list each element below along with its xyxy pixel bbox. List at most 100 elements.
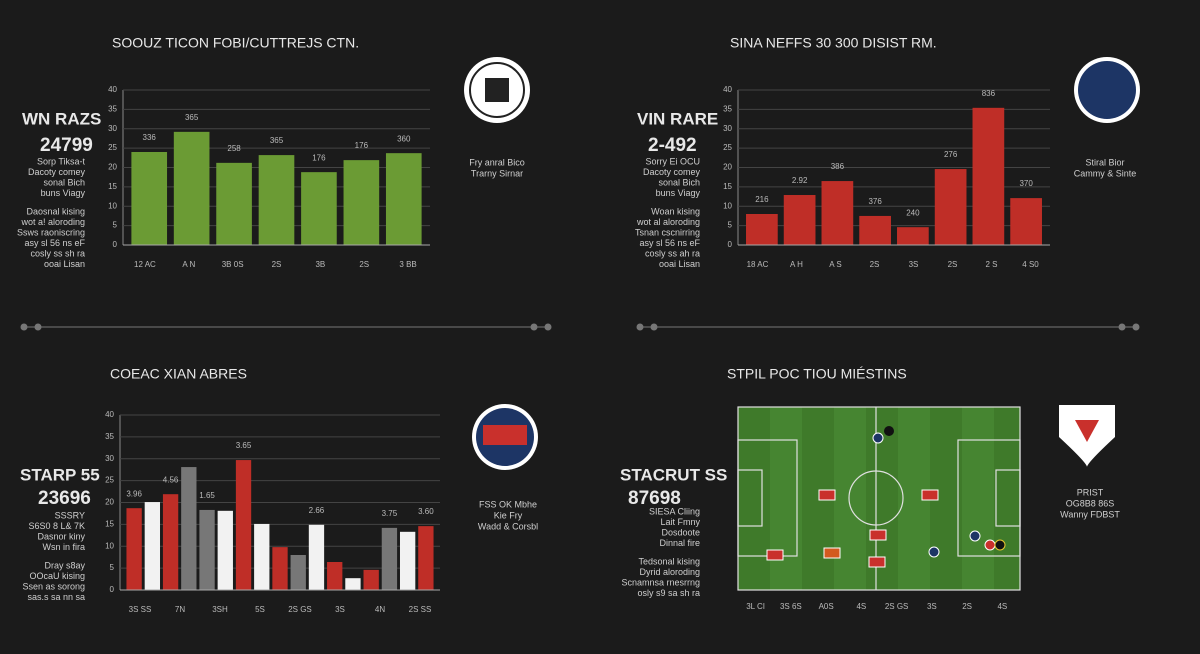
- bar-label: 336: [143, 133, 157, 142]
- divider-dot: [34, 323, 42, 331]
- x-tick-label: 2S: [948, 260, 958, 269]
- note: wot a! aloroding: [20, 217, 85, 227]
- pitch-stripe: [834, 407, 866, 590]
- bar: [897, 227, 929, 245]
- x-tick-label: 3B 0S: [222, 260, 244, 269]
- bar-label: 2.66: [309, 506, 325, 515]
- bar-label: 2.92: [792, 176, 808, 185]
- x-tick-label: 18 AC: [747, 260, 769, 269]
- player: [869, 529, 887, 541]
- bar-label: 836: [982, 89, 996, 98]
- y-tick-label: 15: [723, 182, 732, 191]
- pitch-label: 4S: [997, 602, 1007, 611]
- x-tick-label: 2S: [870, 260, 880, 269]
- y-tick-label: 35: [105, 432, 114, 441]
- stat-label: VIN RARE: [637, 109, 718, 128]
- stat-label: STARP 55: [20, 465, 100, 484]
- player: [766, 549, 784, 561]
- y-tick-label: 35: [108, 104, 117, 113]
- bar: [859, 215, 891, 245]
- stat-label: STACRUT SS: [620, 465, 727, 484]
- player: [984, 539, 996, 551]
- divider-dot: [1118, 323, 1126, 331]
- stat-value: 2-492: [648, 135, 697, 156]
- bar-label: 276: [944, 150, 958, 159]
- x-tick-label: 3S: [335, 605, 345, 614]
- bar-label: 3.75: [382, 509, 398, 518]
- ball: [884, 426, 894, 436]
- y-tick-label: 0: [113, 240, 118, 249]
- player: [818, 489, 836, 501]
- bar: [418, 526, 434, 590]
- bar: [385, 153, 422, 245]
- pitch-label: 2S GS: [885, 602, 909, 611]
- y-tick-label: 30: [108, 124, 117, 133]
- x-tick-label: 4N: [375, 605, 385, 614]
- logos: [464, 57, 1140, 470]
- pitch-label: 2S: [962, 602, 972, 611]
- bar: [308, 524, 325, 590]
- pitch-label: 3S: [927, 602, 937, 611]
- goal-box: [995, 469, 1021, 527]
- note: Ssws raoniscring: [17, 227, 85, 237]
- pitch-stripe: [962, 407, 994, 590]
- note: OOcaU kising: [29, 571, 85, 581]
- y-tick-label: 40: [105, 410, 114, 419]
- x-tick-label: 2 S: [985, 260, 997, 269]
- pitch-label: 4S: [856, 602, 866, 611]
- bar: [144, 502, 161, 590]
- divider-dot: [650, 323, 658, 331]
- y-tick-label: 15: [105, 519, 114, 528]
- dividers: [20, 323, 1140, 331]
- x-tick-label: 3B: [315, 260, 325, 269]
- bar-label: 3.60: [418, 507, 434, 516]
- side-note: Wadd & Corsbl: [478, 521, 538, 531]
- note: Dasnor kiny: [37, 531, 85, 541]
- panel-title: SINA NEFFS 30 300 DISIST RM.: [730, 35, 937, 51]
- player: [872, 432, 884, 444]
- bar: [254, 523, 270, 590]
- logo-inner: [1078, 61, 1136, 119]
- bar: [173, 131, 210, 245]
- bar: [217, 510, 233, 590]
- bar: [181, 467, 197, 590]
- bar-label: 176: [355, 141, 369, 150]
- bar: [934, 169, 967, 245]
- y-tick-label: 25: [108, 143, 117, 152]
- logo-ring: [469, 62, 525, 118]
- side-note: Cammy & Sinte: [1074, 168, 1137, 178]
- bar: [399, 531, 416, 590]
- note: sonal Bich: [658, 177, 700, 187]
- player: [928, 546, 940, 558]
- stat-label: WN RAZS: [22, 109, 101, 128]
- bar: [1010, 198, 1042, 245]
- note: SIESA Cliing: [649, 506, 700, 516]
- stat-value: 24799: [40, 135, 93, 156]
- bar-label: 258: [227, 144, 241, 153]
- y-tick-label: 25: [105, 476, 114, 485]
- x-tick-label: 5S: [255, 605, 265, 614]
- y-tick-label: 20: [108, 163, 117, 172]
- side-note: PRIST: [1077, 487, 1104, 497]
- y-tick-label: 15: [108, 182, 117, 191]
- y-tick-label: 30: [723, 124, 732, 133]
- bar: [783, 195, 816, 245]
- y-tick-label: 35: [723, 104, 732, 113]
- y-tick-label: 0: [110, 585, 115, 594]
- players: [766, 426, 1006, 568]
- note: ooai Lisan: [659, 259, 700, 269]
- note: cosly ss sh ra: [30, 248, 85, 258]
- note: Dyrid aloroding: [639, 567, 700, 577]
- bar: [363, 569, 379, 590]
- bar: [272, 547, 288, 590]
- player: [969, 530, 981, 542]
- note: Dinnal fire: [659, 538, 700, 548]
- bar: [258, 155, 295, 245]
- bar: [199, 509, 215, 590]
- logo-mark: [1075, 420, 1099, 442]
- player: [921, 489, 939, 501]
- y-tick-label: 40: [723, 85, 732, 94]
- divider-dot: [20, 323, 28, 331]
- bar: [216, 162, 252, 245]
